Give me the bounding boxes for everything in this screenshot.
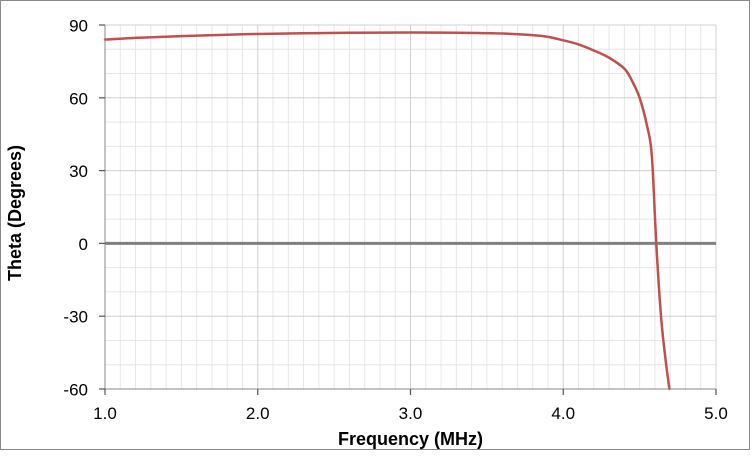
- svg-text:5.0: 5.0: [704, 404, 728, 423]
- svg-text:3.0: 3.0: [399, 404, 423, 423]
- svg-text:-60: -60: [63, 381, 88, 400]
- svg-text:-30: -30: [63, 308, 88, 327]
- svg-text:2.0: 2.0: [246, 404, 270, 423]
- svg-text:Frequency (MHz): Frequency (MHz): [338, 429, 483, 449]
- svg-text:90: 90: [69, 17, 88, 36]
- svg-text:4.0: 4.0: [551, 404, 575, 423]
- svg-text:60: 60: [69, 89, 88, 108]
- svg-text:30: 30: [69, 162, 88, 181]
- svg-text:Theta (Degrees): Theta (Degrees): [5, 145, 25, 281]
- svg-text:1.0: 1.0: [93, 404, 117, 423]
- svg-text:0: 0: [79, 235, 88, 254]
